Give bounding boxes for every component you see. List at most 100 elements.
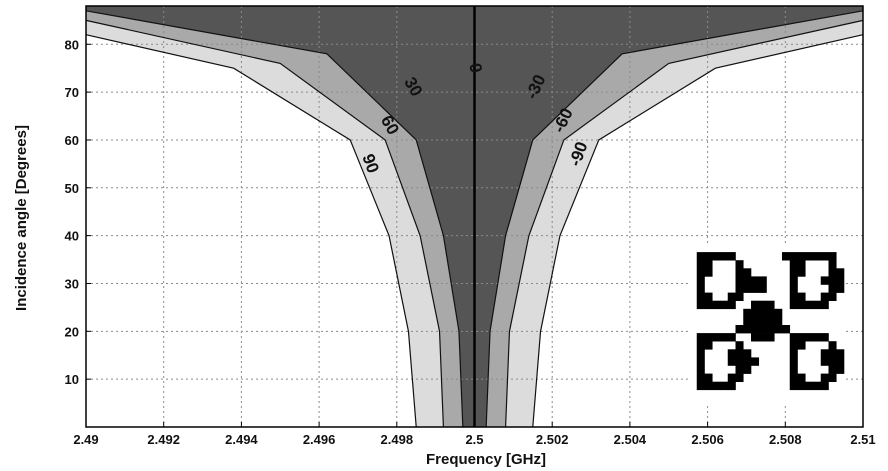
contour-line xyxy=(485,10,864,428)
unit-cell-pixel xyxy=(797,333,806,342)
unit-cell-pixel xyxy=(805,252,814,261)
unit-cell-pixel xyxy=(720,252,729,261)
x-axis-label: Frequency [GHz] xyxy=(426,451,546,468)
unit-cell-pixel xyxy=(704,268,713,277)
unit-cell-pixel xyxy=(836,276,845,285)
unit-cell-pixel xyxy=(727,300,736,310)
unit-cell-pixel xyxy=(820,252,829,261)
unit-cell-pixel xyxy=(789,284,798,293)
unit-cell-pixel xyxy=(828,373,837,382)
x-tick-label: 2.508 xyxy=(769,432,802,447)
unit-cell-pixel xyxy=(797,341,806,350)
unit-cell-pixel xyxy=(712,300,721,310)
unit-cell-pixel xyxy=(789,300,798,310)
unit-cell-pixel xyxy=(789,260,798,269)
unit-cell-pixel xyxy=(727,381,736,391)
unit-cell-pixel xyxy=(789,365,798,374)
unit-cell-pixel xyxy=(828,260,837,269)
y-tick-label: 70 xyxy=(65,85,79,100)
unit-cell-pixel xyxy=(766,325,775,334)
unit-cell-pixel xyxy=(836,268,845,277)
unit-cell-pixel xyxy=(805,381,814,391)
unit-cell-pixel xyxy=(789,276,798,285)
unit-cell-pixel xyxy=(828,349,837,358)
x-tick-label: 2.49 xyxy=(73,432,98,447)
unit-cell-pixel xyxy=(797,252,806,261)
y-axis-ticks: 10 20 30 40 50 60 70 80 xyxy=(65,37,91,387)
unit-cell-pixel xyxy=(727,349,736,358)
x-tick-label: 2.502 xyxy=(536,432,569,447)
unit-cell-pixel xyxy=(751,316,760,326)
unit-cell-pixel xyxy=(789,349,798,358)
unit-cell-pixel xyxy=(828,365,837,374)
unit-cell-pixel xyxy=(820,349,829,358)
y-tick-label: 30 xyxy=(65,276,79,291)
unit-cell-pixel xyxy=(696,381,705,391)
unit-cell-pixel xyxy=(704,300,713,310)
x-tick-label: 2.51 xyxy=(850,432,875,447)
unit-cell-pixel xyxy=(797,268,806,277)
unit-cell-pixel xyxy=(696,341,705,350)
unit-cell-pixel xyxy=(758,276,767,285)
contour-line xyxy=(85,34,417,428)
unit-cell-pixel xyxy=(751,333,760,342)
unit-cell-pixel xyxy=(735,292,744,301)
y-tick-label: 40 xyxy=(65,229,79,244)
unit-cell-pixel xyxy=(696,292,705,301)
unit-cell-pixel xyxy=(751,357,760,366)
unit-cell-pixel xyxy=(720,381,729,391)
unit-cell-pixel xyxy=(789,381,798,391)
unit-cell-pixel xyxy=(720,300,729,310)
unit-cell-pixel xyxy=(758,300,767,310)
unit-cell-pixel xyxy=(696,252,705,261)
unit-cell-pixel xyxy=(743,325,752,334)
unit-cell-pixel xyxy=(820,292,829,301)
unit-cell-pixel xyxy=(758,325,767,334)
unit-cell-pixel xyxy=(727,333,736,342)
unit-cell-pixel xyxy=(751,284,760,293)
unit-cell-pixel xyxy=(813,300,822,310)
unit-cell-pixel xyxy=(696,333,705,342)
x-tick-label: 2.506 xyxy=(691,432,724,447)
unit-cell-pixel xyxy=(789,268,798,277)
unit-cell-pixel xyxy=(836,284,845,293)
unit-cell-pixel xyxy=(758,333,767,342)
unit-cell-pixel xyxy=(735,373,744,382)
unit-cell-pixel xyxy=(712,333,721,342)
unit-cell-pixel xyxy=(696,365,705,374)
unit-cell-pixel xyxy=(743,365,752,374)
unit-cell-pixel xyxy=(828,284,837,293)
unit-cell-pixel xyxy=(828,252,837,261)
unit-cell-pixel xyxy=(735,284,744,293)
unit-cell-pixel xyxy=(797,373,806,382)
unit-cell-pixel xyxy=(727,357,736,366)
unit-cell-pixel xyxy=(789,292,798,301)
unit-cell-pixel xyxy=(696,373,705,382)
unit-cell-pixel xyxy=(813,252,822,261)
unit-cell-pixel xyxy=(820,333,829,342)
unit-cell-pixel xyxy=(727,292,736,301)
unit-cell-pixel xyxy=(758,316,767,326)
unit-cell-pixel xyxy=(751,276,760,285)
y-tick-label: 80 xyxy=(65,37,79,52)
unit-cell-pixel xyxy=(766,316,775,326)
unit-cell-pixel xyxy=(782,252,791,261)
x-axis-ticks: 2.49 2.492 2.494 2.496 2.498 2.5 2.502 2.504 2.5… xyxy=(73,422,876,447)
x-tick-label: 2.496 xyxy=(303,432,336,447)
unit-cell-pixel xyxy=(789,357,798,366)
unit-cell-pixel xyxy=(727,252,736,261)
unit-cell-pixel xyxy=(774,308,783,318)
contour-line xyxy=(85,19,445,428)
contour-region xyxy=(86,6,417,427)
unit-cell-pixel xyxy=(704,373,713,382)
unit-cell-pixel xyxy=(696,284,705,293)
contour-label: 0 xyxy=(465,62,485,75)
unit-cell-pixel xyxy=(727,373,736,382)
unit-cell-pixel xyxy=(766,308,775,318)
unit-cell-pixel xyxy=(735,341,744,350)
unit-cell-pixel xyxy=(805,333,814,342)
unit-cell-pixel xyxy=(828,268,837,277)
unit-cell-pixel xyxy=(735,276,744,285)
unit-cell-inset xyxy=(689,244,845,406)
